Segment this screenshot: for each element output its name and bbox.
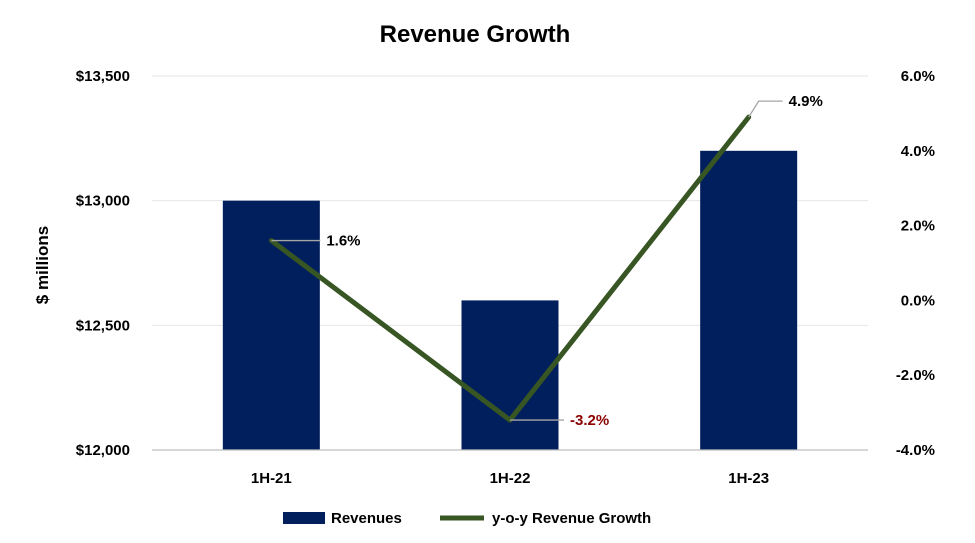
y-left-tick-label: $13,000	[76, 193, 130, 210]
leader-line	[748, 100, 783, 118]
bar-1H-23	[700, 150, 798, 451]
y-axis-label: $ millions	[33, 226, 52, 304]
y-left-tick-label: $12,500	[76, 317, 130, 334]
y-right-tick-label: 6.0%	[901, 68, 935, 85]
x-tick-label: 1H-22	[490, 470, 531, 487]
x-tick-label: 1H-23	[728, 470, 769, 487]
y-right-tick-label: 2.0%	[901, 218, 935, 235]
data-label: 1.6%	[326, 233, 360, 250]
legend: Revenues y-o-y Revenue Growth	[283, 510, 651, 527]
x-tick-label: 1H-21	[251, 470, 292, 487]
y-right-tick-label: -2.0%	[896, 367, 935, 384]
y-left-tick-label: $12,000	[76, 442, 130, 459]
axes: $12,000 $12,500 $13,000 $13,500 -4.0% -2.0% 0.…	[76, 68, 935, 487]
y-right-tick-label: 0.0%	[901, 292, 935, 309]
legend-swatch-revenues	[283, 512, 325, 524]
legend-label-growth: y-o-y Revenue Growth	[492, 510, 651, 527]
y-right-tick-label: 4.0%	[901, 143, 935, 160]
legend-label-revenues: Revenues	[331, 510, 402, 527]
chart-title: Revenue Growth	[380, 21, 571, 48]
data-label: -3.2%	[570, 412, 609, 429]
data-label: 4.9%	[789, 93, 823, 110]
data-labels: 1.6% -3.2% 4.9%	[271, 93, 823, 429]
bar-series	[222, 150, 798, 451]
y-right-tick-label: -4.0%	[896, 442, 935, 459]
y-left-tick-label: $13,500	[76, 68, 130, 85]
